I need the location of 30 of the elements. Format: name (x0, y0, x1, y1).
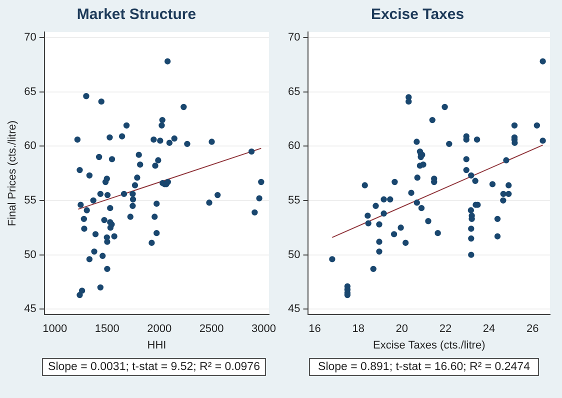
y-tick-label: 45 (288, 303, 300, 316)
y-tick-label: 55 (288, 194, 300, 207)
y-tick-label: 55 (24, 194, 36, 207)
x-tick-label: 18 (352, 323, 364, 336)
text: Slope = 0.891; t-stat = 16.60; R² = 0.2474 (309, 358, 539, 376)
x-axis-title: HHI (147, 339, 166, 352)
chart-title: Excise Taxes (370, 6, 464, 24)
x-tick-label: 26 (526, 323, 539, 336)
y-tick-label: 70 (24, 31, 36, 44)
y-axis-title: Final Prices (cts./litre) (6, 120, 19, 226)
x-tick-label: 1000 (42, 323, 68, 336)
x-tick-label: 20 (396, 323, 408, 336)
chart-title: Market Structure (76, 6, 196, 24)
y-tick-label: 50 (288, 248, 300, 261)
y-tick-label: 60 (24, 140, 36, 152)
x-tick-label: 3000 (252, 323, 276, 336)
x-axis-title: Excise Taxes (cts./litre) (372, 339, 486, 352)
x-tick-label: 16 (308, 323, 321, 336)
y-tick-label: 65 (288, 86, 300, 98)
x-tick-label: 22 (439, 323, 452, 336)
y-tick-label: 45 (24, 303, 36, 316)
x-tick-label: 24 (482, 323, 496, 336)
y-tick-label: 50 (24, 248, 36, 261)
x-tick-label: 2500 (199, 323, 224, 336)
y-tick-label: 65 (24, 86, 36, 98)
y-tick-label: 60 (288, 140, 300, 152)
x-tick-label: 2000 (147, 323, 172, 336)
text: Slope = 0.0031; t-stat = 9.52; R² = 0.0976 (42, 358, 266, 376)
x-tick-label: 1500 (94, 323, 120, 336)
y-tick-label: 70 (288, 31, 300, 44)
